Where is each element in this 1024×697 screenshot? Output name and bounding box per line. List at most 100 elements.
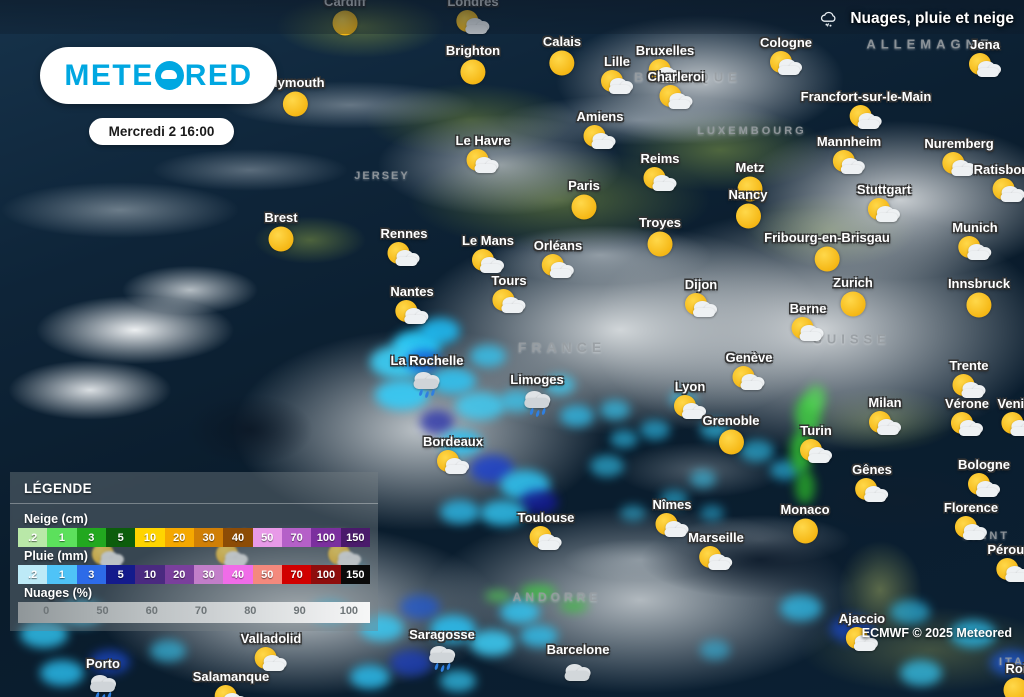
logo-wordmark: METE RED <box>64 59 252 93</box>
city-marker[interactable]: Plymouth <box>265 75 325 117</box>
legend-rain-swatch[interactable]: 100 <box>311 565 341 584</box>
legend-panel[interactable]: LÉGENDE Neige (cm) .2 1 3 5 10 20 30 40 50 70 100 1… <box>10 472 378 631</box>
city-marker[interactable]: Bordeaux <box>423 434 483 476</box>
city-marker[interactable]: Calais <box>543 34 581 76</box>
sun-behind-cloud-icon <box>799 438 833 465</box>
legend-rain-swatch[interactable]: 70 <box>281 565 312 584</box>
city-marker[interactable]: Turin <box>799 423 833 465</box>
city-marker[interactable]: Zurich <box>833 275 873 317</box>
legend-rain-swatch[interactable]: 150 <box>340 565 370 584</box>
legend-rain-scale[interactable]: .2 1 3 5 10 20 30 40 50 70 100 150 <box>18 565 370 584</box>
legend-rain-swatch[interactable]: 10 <box>135 565 165 584</box>
city-marker[interactable]: Pérouse <box>987 542 1024 584</box>
legend-rain-swatch[interactable]: .2 <box>18 565 48 584</box>
city-label: Limoges <box>510 372 564 387</box>
city-marker[interactable]: Amiens <box>577 109 623 151</box>
city-marker[interactable]: Salamanque <box>193 669 269 697</box>
city-marker[interactable]: Vérone <box>945 396 989 438</box>
legend-snow-scale[interactable]: .2 1 3 5 10 20 30 40 50 70 100 150 <box>18 528 370 547</box>
legend-snow-swatch[interactable]: 30 <box>193 528 224 547</box>
city-marker[interactable]: Ratisbonne <box>974 162 1024 204</box>
city-marker[interactable]: Grenoble <box>702 413 760 455</box>
city-marker[interactable]: Le Mans <box>462 233 514 275</box>
city-marker[interactable]: Nancy <box>728 187 768 229</box>
city-marker[interactable]: Marseille <box>688 530 744 572</box>
city-marker[interactable]: Charleroi <box>647 69 705 111</box>
city-marker[interactable]: Toulouse <box>518 510 574 552</box>
date-badge[interactable]: Mercredi 2 16:00 <box>89 118 234 145</box>
city-marker[interactable]: Milan <box>868 395 902 437</box>
city-marker[interactable]: Reims <box>640 151 680 193</box>
sun-behind-cloud-icon <box>791 316 825 343</box>
city-marker[interactable]: Cologne <box>760 35 812 77</box>
city-marker[interactable]: Limoges <box>510 372 564 418</box>
city-marker[interactable]: Venise <box>997 396 1024 438</box>
city-marker[interactable]: Nuremberg <box>924 136 994 178</box>
legend-rain-swatch[interactable]: 5 <box>105 565 136 584</box>
legend-rain-swatch[interactable]: 40 <box>223 565 253 584</box>
city-marker[interactable]: Innsbruck <box>948 276 1010 318</box>
legend-rain-swatch[interactable]: 20 <box>164 565 194 584</box>
city-marker[interactable]: Stuttgart <box>857 182 911 224</box>
rain-area <box>590 455 624 477</box>
legend-snow-swatch[interactable]: 50 <box>252 528 282 547</box>
legend-snow-swatch[interactable]: 150 <box>340 528 370 547</box>
city-marker[interactable]: Nantes <box>390 284 434 326</box>
city-label: Brighton <box>445 43 501 58</box>
city-marker[interactable]: Monaco <box>780 502 830 544</box>
city-marker[interactable]: La Rochelle <box>391 353 463 399</box>
city-marker[interactable]: Genève <box>726 350 772 392</box>
legend-rain-swatch[interactable]: 1 <box>47 565 77 584</box>
city-marker[interactable]: Brest <box>264 210 298 252</box>
legend-snow-swatch[interactable]: 3 <box>76 528 106 547</box>
city-marker[interactable]: Valladolid <box>241 631 301 673</box>
city-label: Trente <box>949 358 989 373</box>
meteored-logo[interactable]: METE RED <box>40 47 277 104</box>
city-marker[interactable]: Roi <box>999 661 1024 697</box>
city-marker[interactable]: Saragosse <box>409 627 475 673</box>
legend-rain-swatch[interactable]: 30 <box>193 565 224 584</box>
legend-snow-swatch[interactable]: 100 <box>311 528 341 547</box>
city-marker[interactable]: Bruxelles <box>636 43 694 85</box>
legend-snow-swatch[interactable]: 10 <box>135 528 165 547</box>
city-marker[interactable]: Fribourg-en-Brisgau <box>764 230 890 272</box>
city-label: Ratisbonne <box>973 162 1024 177</box>
city-marker[interactable]: Lyon <box>673 379 707 421</box>
city-marker[interactable]: Rennes <box>381 226 427 268</box>
city-marker[interactable]: Nîmes <box>652 497 692 539</box>
city-marker[interactable]: Jena <box>968 37 1002 79</box>
legend-snow-swatch[interactable]: 40 <box>223 528 253 547</box>
sunny-icon <box>836 291 870 317</box>
city-marker[interactable]: Gênes <box>852 462 892 504</box>
city-marker[interactable]: Paris <box>567 178 601 220</box>
city-marker[interactable]: Lille <box>600 54 634 96</box>
city-marker[interactable]: Brighton <box>446 43 500 85</box>
legend-snow-label: Neige (cm) <box>24 512 88 526</box>
rain-area <box>90 650 130 674</box>
city-marker[interactable]: Barcelone <box>547 642 609 684</box>
city-marker[interactable]: Francfort-sur-le-Main <box>801 89 931 131</box>
legend-rain-swatch[interactable]: 3 <box>76 565 106 584</box>
city-marker[interactable]: Le Havre <box>456 133 510 175</box>
city-marker[interactable]: Berne <box>790 301 826 343</box>
city-marker[interactable]: Munich <box>952 220 998 262</box>
legend-snow-swatch[interactable]: 1 <box>47 528 77 547</box>
city-marker[interactable]: Troyes <box>639 215 681 257</box>
legend-snow-swatch[interactable]: .2 <box>18 528 48 547</box>
city-marker[interactable]: Ajaccio <box>839 611 885 653</box>
city-marker[interactable]: Mannheim <box>817 134 881 176</box>
city-marker[interactable]: Florence <box>944 500 998 542</box>
city-marker[interactable]: Tours <box>491 273 527 315</box>
city-marker[interactable]: Bologne <box>958 457 1010 499</box>
legend-clouds-scale[interactable]: 0 50 60 70 80 90 100 <box>18 602 370 623</box>
legend-rain-swatch[interactable]: 50 <box>252 565 282 584</box>
city-marker[interactable]: Porto <box>86 656 120 697</box>
legend-snow-swatch[interactable]: 70 <box>281 528 312 547</box>
layer-title-group[interactable]: Nuages, pluie et neige <box>819 10 1014 28</box>
legend-snow-swatch[interactable]: 20 <box>164 528 194 547</box>
city-marker[interactable]: Metz <box>733 160 767 202</box>
legend-snow-swatch[interactable]: 5 <box>105 528 136 547</box>
city-marker[interactable]: Dijon <box>684 277 718 319</box>
city-marker[interactable]: Trente <box>949 358 989 400</box>
city-marker[interactable]: Orléans <box>534 238 582 280</box>
